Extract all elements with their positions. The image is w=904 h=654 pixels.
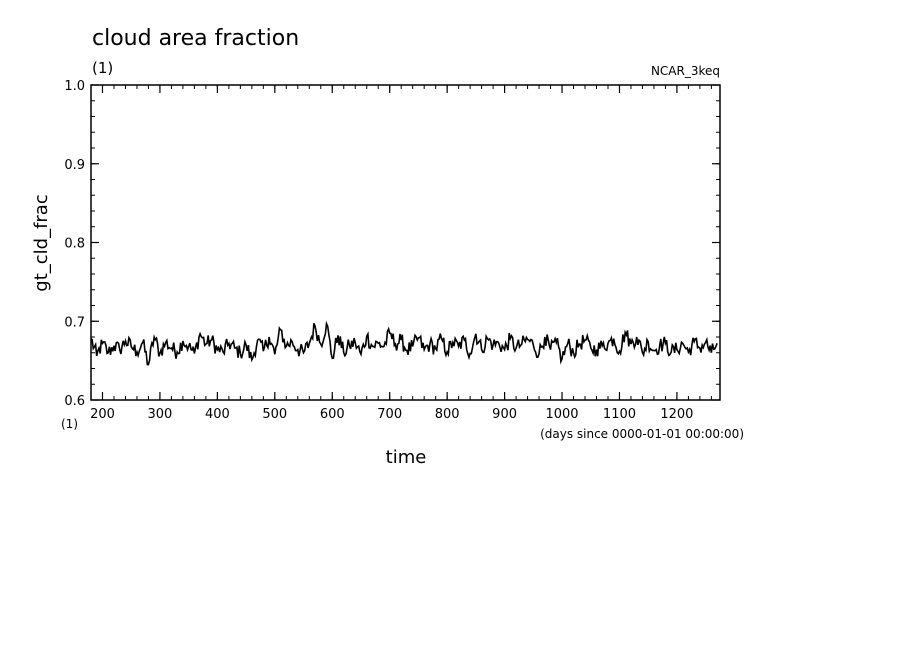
dataset-label: NCAR_3keq (651, 64, 720, 78)
y-axis-label: gt_cld_frac (31, 194, 52, 291)
x-tick-labels: 200 300 400 500 600 700 800 900 1000 1100 1200 (90, 407, 693, 422)
x-unit: (days since 0000-01-01 00:00:00) (540, 427, 744, 441)
major-ticks (91, 84, 720, 401)
y-tick-label: 0.9 (64, 158, 85, 173)
x-tick-label: 600 (320, 407, 345, 422)
x-tick-label: 500 (262, 407, 287, 422)
y-tick-label: 0.6 (64, 394, 85, 409)
chart-title: cloud area fraction (92, 26, 299, 51)
y-tick-label: 0.8 (64, 237, 85, 252)
x-axis-label: time (386, 447, 427, 468)
x-tick-label: 200 (90, 407, 115, 422)
x-tick-label: 700 (377, 407, 402, 422)
x-tick-label: 900 (492, 407, 517, 422)
y-tick-label: 1.0 (64, 79, 85, 94)
y-tick-label: 0.7 (64, 315, 85, 330)
x-tick-label: 1100 (603, 407, 636, 422)
y-tick-labels: 0.6 0.7 0.8 0.9 1.0 (64, 79, 85, 409)
x-tick-label: 1200 (660, 407, 693, 422)
minor-ticks (90, 84, 720, 401)
series-line (90, 320, 718, 366)
title-unit: (1) (92, 59, 113, 77)
x-tick-label: 1000 (545, 407, 578, 422)
x-tick-label: 400 (205, 407, 230, 422)
plot-frame (90, 84, 721, 401)
x-tick-label: 300 (148, 407, 173, 422)
y-unit: (1) (61, 417, 78, 431)
x-tick-label: 800 (435, 407, 460, 422)
